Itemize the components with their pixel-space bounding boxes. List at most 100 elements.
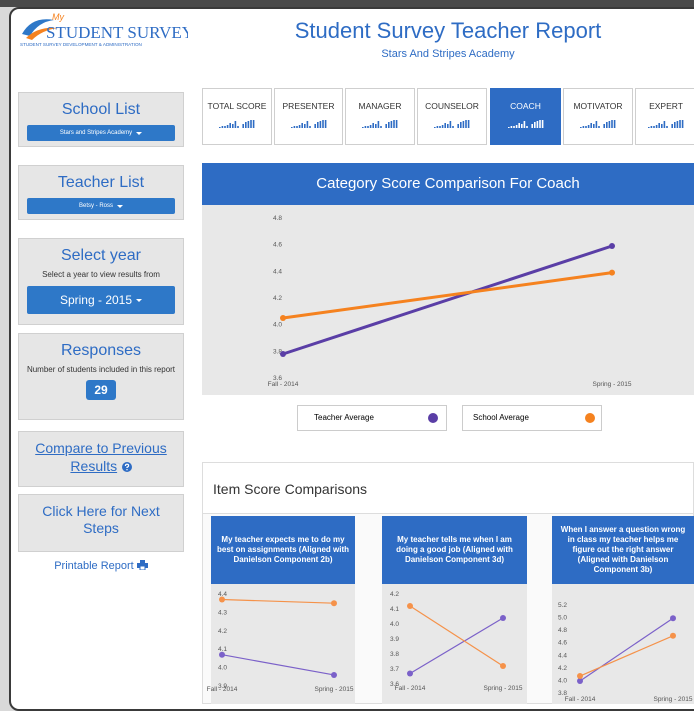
caret (117, 204, 123, 208)
panel-text: Select a year to view results from (42, 270, 160, 279)
icon-bar (538, 120, 541, 128)
icon-bar (444, 123, 446, 128)
icon-bar (606, 122, 608, 128)
response-count: 29 (86, 380, 116, 400)
icon-bar (321, 120, 324, 128)
icon-bar (541, 120, 543, 128)
icon-bar (434, 127, 436, 128)
icon-bar (226, 125, 229, 128)
item-chart-title: When I answer a question wrong in class … (552, 516, 694, 584)
icon-bar (298, 125, 300, 128)
panel-title: School List (61, 101, 141, 118)
logo-name: STUDENT SURVEY (46, 23, 188, 42)
icon-bar (517, 123, 520, 128)
icon-bar (295, 126, 298, 128)
school-list-panel: School List Stars and Stripes Academy (18, 92, 184, 147)
icon-bar (536, 121, 538, 128)
icon-bar (436, 126, 439, 128)
tab-icon (648, 120, 684, 128)
icon-bar (530, 124, 533, 128)
icon-bar (655, 125, 658, 128)
tab[interactable]: COACH (490, 88, 561, 145)
next-steps-link[interactable]: Click Here for Next Steps (42, 503, 160, 536)
icon-bar (467, 120, 470, 128)
icon-bar (587, 125, 590, 128)
icon-bar (595, 121, 598, 128)
next-steps-panel[interactable]: Click Here for Next Steps (18, 494, 184, 552)
icon-bar (676, 121, 679, 128)
school-dropdown[interactable]: Stars and Stripes Academy (27, 125, 175, 141)
compare-link[interactable]: Compare to Previous Results (35, 440, 167, 474)
icon-bar (523, 121, 525, 128)
logo-tagline: STUDENT SURVEY DEVELOPMENT & ADMINISTRAT… (20, 42, 142, 47)
icon-bar (671, 124, 673, 128)
plot-area (211, 584, 355, 704)
tab-label: MANAGER (358, 101, 402, 111)
panel-title: Responses (60, 342, 142, 359)
icon-bar (611, 120, 613, 128)
icon-bar (512, 126, 515, 128)
tab[interactable]: COUNSELOR (417, 88, 487, 145)
caret (136, 131, 143, 135)
icon-bar (388, 122, 390, 128)
icon-bar (658, 123, 660, 128)
tab[interactable]: PRESENTER (274, 88, 343, 145)
tab-icon (362, 120, 398, 128)
dropdown-label: Betsy - Ross (78, 203, 113, 209)
printable-label[interactable]: Printable Report (54, 560, 134, 572)
icon-bar (449, 121, 452, 128)
tab-label: TOTAL SCORE (207, 101, 267, 111)
icon-bar (510, 126, 512, 128)
help-dot (125, 469, 128, 471)
item-section-title: Item Score Comparisons (202, 462, 694, 514)
panel-title: Teacher List (57, 174, 145, 191)
icon-bar (313, 124, 316, 128)
icon-bar (582, 126, 585, 128)
icon-bar (369, 125, 372, 128)
icon-bar (319, 121, 321, 128)
tab-label: EXPERT (649, 101, 683, 111)
logo-swoosh (26, 27, 58, 40)
teacher-dropdown[interactable]: Betsy - Ross (27, 198, 175, 214)
plot-area (202, 205, 694, 395)
icon-bar (648, 127, 650, 128)
caret (136, 298, 143, 302)
icon-bar (232, 124, 234, 128)
icon-bar (603, 124, 605, 128)
icon-bar (390, 121, 393, 128)
icon-bar (533, 122, 536, 128)
icon-bar (247, 121, 250, 128)
year-dropdown[interactable]: Spring - 2015 (27, 286, 175, 314)
responses-panel: Responses Number of students included in… (18, 333, 184, 420)
icon-bar (452, 126, 454, 128)
dropdown-label: Spring - 2015 (59, 293, 133, 307)
report-title: Student Survey Teacher Report (294, 18, 602, 43)
icon-bar (237, 126, 239, 128)
tab[interactable]: MANAGER (345, 88, 415, 145)
icon-bar (377, 121, 380, 128)
tab-label: MOTIVATOR (573, 101, 623, 111)
icon-bar (372, 123, 374, 128)
tab[interactable]: TOTAL SCORE (202, 88, 272, 145)
compare-panel[interactable]: Compare to Previous Results (18, 431, 184, 487)
icon-bar (462, 121, 465, 128)
icon-bar (308, 126, 311, 128)
icon-bar (367, 126, 369, 128)
tab[interactable]: EXPERT (635, 88, 694, 145)
icon-bar (515, 125, 517, 128)
icon-bar (507, 127, 510, 128)
printable-link[interactable]: Printable Report (18, 560, 184, 572)
icon-bar (598, 126, 600, 128)
icon-bar (221, 126, 224, 128)
icon-bar (679, 120, 681, 128)
icon-bar (316, 122, 319, 128)
icon-bar (580, 127, 582, 128)
icon-bar (234, 121, 237, 128)
tab[interactable]: MOTIVATOR (563, 88, 633, 145)
item-chart-title: My teacher expects me to do my best on a… (211, 516, 355, 584)
icon-bar (681, 120, 684, 128)
icon-bar (395, 120, 398, 128)
printer-part (139, 565, 146, 571)
icon-bar (324, 120, 326, 128)
item-chart-title: My teacher tells me when I am doing a go… (382, 516, 527, 584)
